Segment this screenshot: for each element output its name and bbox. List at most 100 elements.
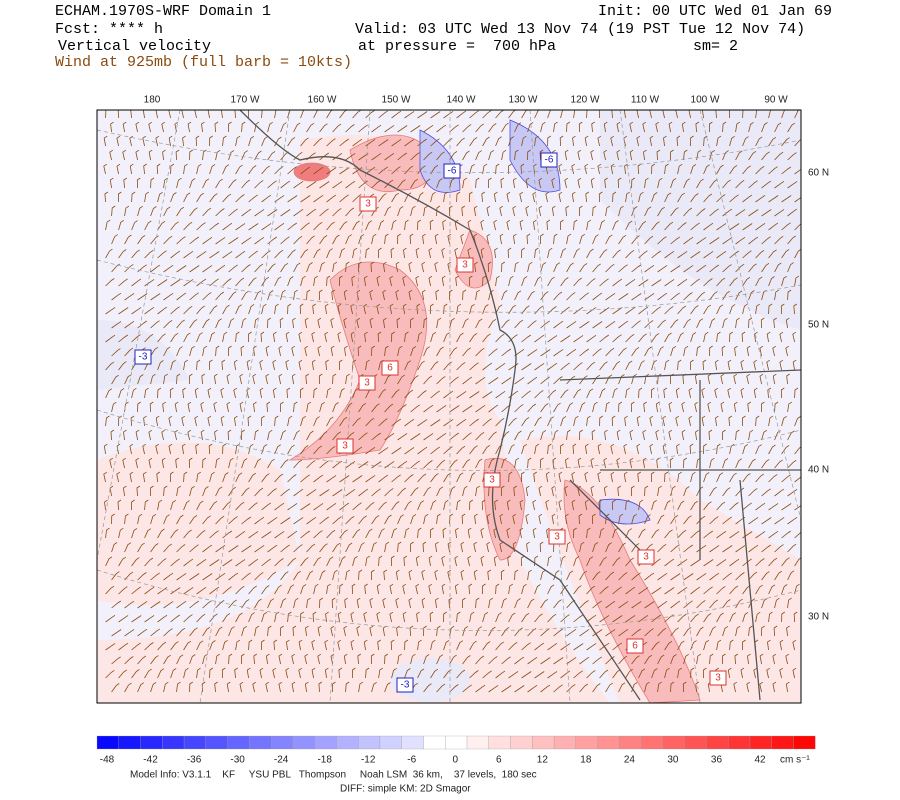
contour-label: -3 (139, 352, 148, 363)
contour-label-box (358, 375, 376, 391)
colorbar-cell (379, 735, 402, 750)
lon-label: 110 W (631, 95, 660, 106)
colorbar-cell (183, 735, 206, 750)
colorbar-cell (162, 735, 185, 750)
footer-diff: DIFF: simple KM: 2D Smagor (340, 784, 471, 795)
contour-label: 3 (643, 552, 649, 563)
contour-label: 3 (554, 532, 560, 543)
lon-label: 160 W (308, 95, 337, 106)
contour-label: 3 (364, 378, 370, 389)
lon-label: 120 W (571, 95, 600, 106)
colorbar-tick: 18 (580, 755, 592, 766)
colorbar-cell (793, 735, 816, 750)
colorbar-tick: 36 (711, 755, 723, 766)
smoothing: sm= 2 (693, 38, 738, 55)
graticule (97, 110, 801, 703)
lat-label: 30 N (808, 612, 829, 623)
init: Init: 00 UTC Wed 01 Jan 69 (598, 3, 832, 20)
colorbar-cell (575, 735, 598, 750)
colorbar-tick: -36 (187, 755, 202, 766)
lat-label: 50 N (808, 320, 829, 331)
colorbar-cell (358, 735, 381, 750)
contour-label: -6 (545, 155, 554, 166)
colorbar-cell (249, 735, 272, 750)
colorbar-tick: -6 (407, 755, 416, 766)
contour-label-box (396, 677, 414, 693)
contour-label-box (134, 349, 152, 365)
colorbar-cell (336, 735, 359, 750)
contour-label: 3 (715, 673, 721, 684)
colorbar-cell (401, 735, 424, 750)
colorbar-tick: 6 (496, 755, 502, 766)
colorbar-tick: 12 (537, 755, 549, 766)
contour-label: 6 (632, 641, 638, 652)
colorbar-cell (423, 735, 446, 750)
colorbar-cell (749, 735, 772, 750)
valid: Valid: 03 UTC Wed 13 Nov 74 (19 PST Tue … (355, 21, 805, 38)
colorbar-tick: 24 (624, 755, 636, 766)
colorbar-cell (140, 735, 163, 750)
colorbar-cell (118, 735, 141, 750)
lon-label: 180 (144, 95, 161, 106)
contour-label-box (336, 438, 354, 454)
colorbar-cell (96, 735, 119, 750)
colorbar-cell (270, 735, 294, 750)
colorbar-tick: -24 (274, 755, 289, 766)
contour-label: -3 (401, 680, 410, 691)
contour-label-box (626, 638, 644, 654)
contour-label-box (637, 549, 655, 565)
colorbar-cell (553, 735, 577, 750)
title: ECHAM.1970S-WRF Domain 1 (55, 3, 271, 20)
colorbar-cell (619, 735, 642, 750)
field: Vertical velocity (58, 38, 211, 55)
colorbar-cell (684, 735, 707, 750)
colorbar-cell (532, 735, 555, 750)
contour-label-box (540, 152, 558, 168)
lon-label: 100 W (691, 95, 720, 106)
contour-label: 3 (365, 199, 371, 210)
contour-label: 3 (489, 475, 495, 486)
contour-label-box (483, 472, 501, 488)
lon-label: 150 W (382, 95, 411, 106)
colorbar-cell (292, 735, 315, 750)
contour-label-box (443, 163, 461, 179)
lon-label: 170 W (231, 95, 260, 106)
colorbar-tick: -18 (317, 755, 332, 766)
coastline (239, 110, 801, 701)
colorbar-cell (728, 735, 751, 750)
contour-label: 3 (342, 441, 348, 452)
contour-label: -6 (448, 166, 457, 177)
lat-label: 60 N (808, 168, 829, 179)
colorbar-tick: 42 (754, 755, 766, 766)
contour-label-box (456, 257, 474, 273)
colorbar-unit: cm s⁻¹ (780, 755, 810, 766)
colorbar-tick: 30 (667, 755, 679, 766)
colorbar-cell (314, 735, 337, 750)
lon-label: 130 W (509, 95, 538, 106)
contour-label-box (548, 529, 566, 545)
colorbar-cell (445, 735, 468, 750)
pressure: at pressure = 700 hPa (358, 38, 556, 55)
colorbar-tick: 0 (452, 755, 458, 766)
contour-label: 6 (387, 363, 393, 374)
colorbar-cell (641, 735, 664, 750)
colorbar-cell (771, 735, 794, 750)
colorbar-cell (205, 735, 228, 750)
colorbar-cell (510, 735, 533, 750)
wind-barbs (103, 110, 801, 693)
footer-model: Model Info: V3.1.1 KF YSU PBL Thompson N… (130, 770, 537, 781)
lon-label: 140 W (447, 95, 476, 106)
colorbar-cell (597, 735, 620, 750)
lat-label: 40 N (808, 465, 829, 476)
contour-label: 3 (462, 260, 468, 271)
colorbar-cell (466, 735, 489, 750)
barb-set (103, 110, 801, 693)
forecast: Fcst: **** h (55, 21, 163, 38)
colorbar-tick: -30 (230, 755, 245, 766)
colorbar-cell (706, 735, 729, 750)
colorbar-cell (662, 735, 685, 750)
map (97, 110, 801, 703)
contour-label-box (381, 360, 399, 376)
map-frame (96, 109, 802, 704)
